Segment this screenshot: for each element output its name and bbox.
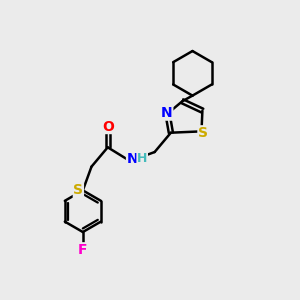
- Text: N: N: [127, 152, 138, 166]
- Text: S: S: [198, 126, 208, 140]
- Text: N: N: [161, 106, 173, 120]
- Text: F: F: [78, 243, 88, 257]
- Text: S: S: [74, 183, 83, 197]
- Text: H: H: [137, 152, 147, 165]
- Text: O: O: [102, 119, 114, 134]
